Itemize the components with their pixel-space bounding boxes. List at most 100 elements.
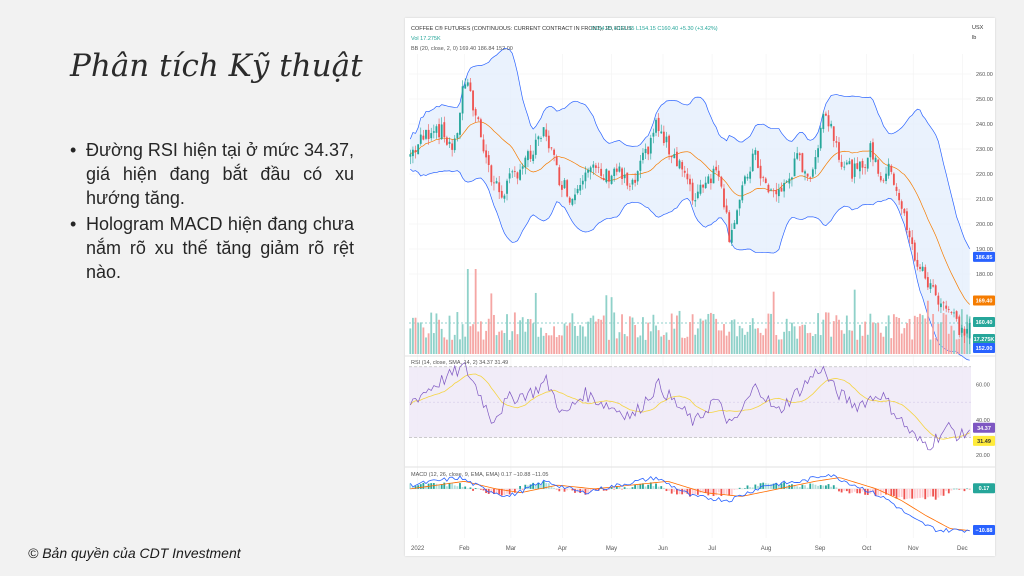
macd-histogram-bar — [804, 485, 806, 489]
volume-bar — [558, 335, 561, 354]
candle-body — [968, 323, 971, 339]
candle-body — [770, 189, 772, 191]
macd-histogram-bar — [419, 484, 422, 489]
candle-body — [665, 136, 668, 143]
candle-body — [647, 146, 650, 155]
volume-bar — [419, 322, 422, 354]
macd-histogram-bar — [720, 488, 723, 496]
macd-histogram-bar — [919, 488, 921, 498]
volume-bar — [626, 336, 629, 354]
price-badge-text: 17.275K — [974, 337, 995, 343]
macd-histogram-bar — [921, 488, 924, 498]
volume-bar — [953, 330, 955, 354]
volume-bar — [581, 326, 584, 354]
candle-body — [848, 161, 851, 165]
macd-histogram-bar — [451, 482, 454, 489]
volume-bar — [830, 336, 833, 354]
volume-bar — [485, 330, 488, 354]
macd-histogram-bar — [704, 488, 707, 494]
candle-body — [498, 182, 501, 193]
macd-histogram-bar — [903, 488, 906, 500]
candle-body — [953, 312, 955, 314]
macd-histogram-bar — [830, 486, 833, 489]
rsi-tick-label: 40.00 — [976, 418, 990, 424]
volume-bar — [584, 336, 587, 354]
candle-body — [628, 185, 631, 187]
macd-histogram-bar — [608, 488, 610, 491]
volume-bar — [412, 317, 414, 354]
candle-body — [866, 157, 869, 169]
price-badge-bg — [973, 251, 995, 262]
volume-bar — [817, 313, 819, 354]
volume-bar — [725, 335, 728, 354]
volume-bar — [587, 321, 589, 354]
macd-histogram-bar — [743, 488, 746, 489]
price-badge-text: 169.40 — [976, 299, 993, 305]
volume-bar — [898, 317, 901, 354]
macd-histogram-bar — [472, 488, 474, 491]
volume-bar — [490, 293, 493, 354]
volume-bar — [890, 338, 893, 354]
volume-bar — [432, 333, 435, 354]
macd-histogram-bar — [568, 488, 571, 490]
candle-body — [900, 201, 903, 209]
macd-histogram-bar — [864, 488, 867, 495]
macd-histogram-bar — [775, 482, 778, 489]
macd-histogram-bar — [655, 483, 657, 489]
volume-bar — [851, 330, 853, 354]
volume-bar — [736, 336, 738, 354]
volume-bar — [461, 324, 464, 354]
candle-body — [929, 283, 932, 289]
candle-body — [655, 119, 657, 133]
time-tick-label: Apr — [558, 546, 567, 552]
price-badge: 152.00 — [973, 343, 995, 353]
candle-body — [513, 171, 516, 172]
volume-bar — [861, 335, 864, 354]
macd-histogram-bar — [493, 488, 495, 495]
macd-histogram-bar — [542, 481, 545, 489]
volume-bar — [783, 331, 786, 354]
macd-histogram-bar — [453, 485, 456, 489]
candle-body — [563, 180, 566, 189]
volume-bar — [712, 313, 715, 354]
volume-bar — [534, 292, 537, 354]
macd-histogram-bar — [840, 488, 843, 493]
macd-histogram-bar — [728, 488, 731, 496]
macd-histogram-bar — [571, 488, 574, 491]
macd-histogram-bar — [968, 488, 971, 490]
macd-histogram-bar — [482, 488, 485, 491]
volume-bar — [686, 336, 689, 354]
macd-histogram-bar — [869, 488, 872, 494]
candle-body — [916, 259, 919, 267]
volume-bar — [594, 321, 597, 354]
volume-bar — [613, 312, 616, 354]
price-badge-bg — [973, 524, 995, 535]
bullet-list: Đường RSI hiện tại ở mức 34.37, giá hiện… — [68, 138, 354, 286]
volume-bar — [796, 338, 799, 354]
macd-histogram-bar — [947, 488, 950, 494]
candle-body — [903, 208, 906, 214]
volume-bar — [655, 325, 657, 354]
macd-histogram-bar — [906, 488, 908, 499]
macd-histogram-bar — [610, 487, 613, 489]
candle-body — [613, 168, 616, 177]
volume-bar — [759, 332, 762, 354]
candle-body — [767, 184, 770, 193]
volume-bar — [762, 335, 765, 354]
candle-body — [425, 129, 427, 139]
macd-histogram-bar — [589, 488, 592, 493]
volume-bar — [950, 325, 953, 354]
volume-bar — [474, 269, 477, 354]
volume-bars — [409, 269, 971, 354]
price-badge: −10.88 — [973, 524, 995, 535]
candle-body — [438, 124, 440, 138]
volume-bar — [840, 330, 843, 354]
volume-bar — [913, 315, 916, 354]
macd-histogram-bar — [963, 488, 966, 492]
macd-histogram-bar — [814, 484, 817, 489]
macd-histogram-bar — [516, 488, 519, 490]
macd-histogram-bar — [895, 488, 898, 499]
volume-bar — [639, 335, 642, 354]
volume-bar — [448, 315, 451, 354]
macd-histogram-bar — [843, 488, 846, 491]
